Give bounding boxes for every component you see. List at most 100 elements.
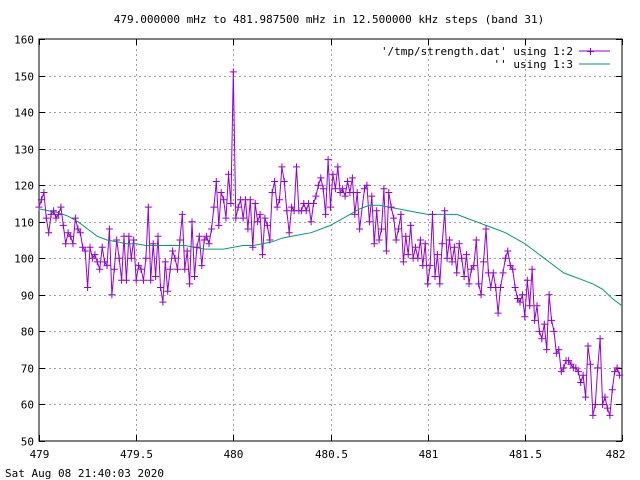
y-tick-label: 90: [21, 290, 34, 303]
data-point: [193, 243, 201, 251]
data-point: [443, 254, 451, 262]
data-point: [181, 265, 189, 273]
data-point: [339, 185, 347, 193]
y-tick-label: 80: [21, 326, 34, 339]
data-point: [545, 291, 553, 299]
data-point: [113, 236, 121, 244]
data-point: [482, 225, 490, 233]
data-point: [147, 276, 155, 284]
data-point: [176, 236, 184, 244]
data-point: [161, 258, 169, 266]
data-point: [152, 273, 160, 280]
data-point: [574, 368, 582, 376]
data-point: [188, 218, 196, 226]
data-point: [96, 265, 104, 273]
data-point: [234, 203, 242, 211]
data-point: [380, 185, 388, 193]
data-point: [616, 371, 624, 379]
data-point: [127, 254, 135, 262]
data-point: [149, 240, 157, 248]
x-tick-label: 479.5: [120, 448, 153, 461]
data-point: [579, 371, 587, 379]
data-point: [217, 189, 225, 196]
x-tick-label: 481.5: [509, 448, 542, 461]
y-tick-label: 120: [14, 180, 34, 193]
legend-marker-series-1: [587, 48, 594, 55]
data-point: [130, 236, 138, 244]
data-point: [467, 265, 475, 273]
data-point: [186, 280, 194, 288]
grid: [39, 39, 622, 441]
data-point: [526, 302, 534, 310]
data-point: [198, 262, 206, 270]
data-point: [504, 247, 512, 255]
data-point: [373, 207, 381, 215]
data-point: [599, 401, 607, 408]
chart-title: 479.000000 mHz to 481.987500 mHz in 12.5…: [114, 13, 544, 26]
data-point: [596, 335, 604, 343]
data-point: [263, 221, 271, 229]
data-point: [412, 243, 419, 251]
data-point: [501, 254, 509, 262]
data-point: [584, 342, 592, 350]
data-point: [594, 364, 602, 372]
data-point: [528, 265, 536, 273]
data-point: [302, 207, 310, 215]
data-point: [436, 280, 444, 288]
data-point: [103, 262, 111, 270]
x-tick-label: 480.5: [315, 448, 348, 461]
data-point: [404, 251, 412, 259]
data-point: [105, 225, 113, 233]
data-point: [450, 243, 458, 251]
data-point: [331, 185, 339, 193]
data-point: [382, 247, 390, 255]
data-point: [351, 210, 359, 218]
data-point: [480, 258, 487, 266]
data-point: [533, 302, 541, 310]
data-point: [336, 189, 344, 196]
data-point: [407, 221, 415, 229]
data-point: [317, 174, 325, 182]
x-tick-label: 481: [419, 448, 439, 461]
data-point: [93, 258, 101, 266]
legend-label-series-1: '/tmp/strength.dat' using 1:2: [381, 45, 573, 58]
y-tick-label: 110: [14, 217, 34, 230]
data-point: [108, 291, 116, 299]
data-point: [254, 218, 262, 226]
data-point: [227, 200, 235, 207]
data-point: [244, 225, 252, 233]
data-point: [433, 251, 441, 259]
data-point: [71, 214, 79, 222]
data-point: [577, 379, 585, 386]
data-point: [458, 254, 466, 262]
data-point: [314, 181, 322, 189]
data-point: [140, 276, 147, 284]
data-point: [191, 273, 198, 280]
data-point: [344, 178, 351, 185]
data-point: [225, 170, 232, 178]
data-point: [208, 225, 215, 233]
data-point: [497, 284, 504, 291]
data-point: [268, 189, 276, 196]
data-point: [280, 178, 288, 185]
data-point: [463, 251, 470, 259]
data-point: [266, 236, 274, 244]
data-point: [174, 265, 181, 273]
data-point: [251, 200, 259, 207]
x-tick-label: 480: [224, 448, 244, 461]
data-point: [368, 192, 376, 200]
data-point: [538, 335, 546, 343]
data-point: [276, 196, 283, 204]
data-point: [259, 251, 266, 259]
data-point: [426, 262, 434, 270]
data-point: [45, 229, 53, 237]
data-point: [329, 170, 337, 178]
data-point: [446, 236, 453, 244]
data-point: [511, 284, 519, 291]
data-point: [392, 236, 400, 244]
y-tick-label: 140: [14, 107, 34, 120]
x-tick-label: 482: [606, 448, 626, 461]
data-point: [132, 276, 140, 284]
data-point: [327, 203, 334, 211]
